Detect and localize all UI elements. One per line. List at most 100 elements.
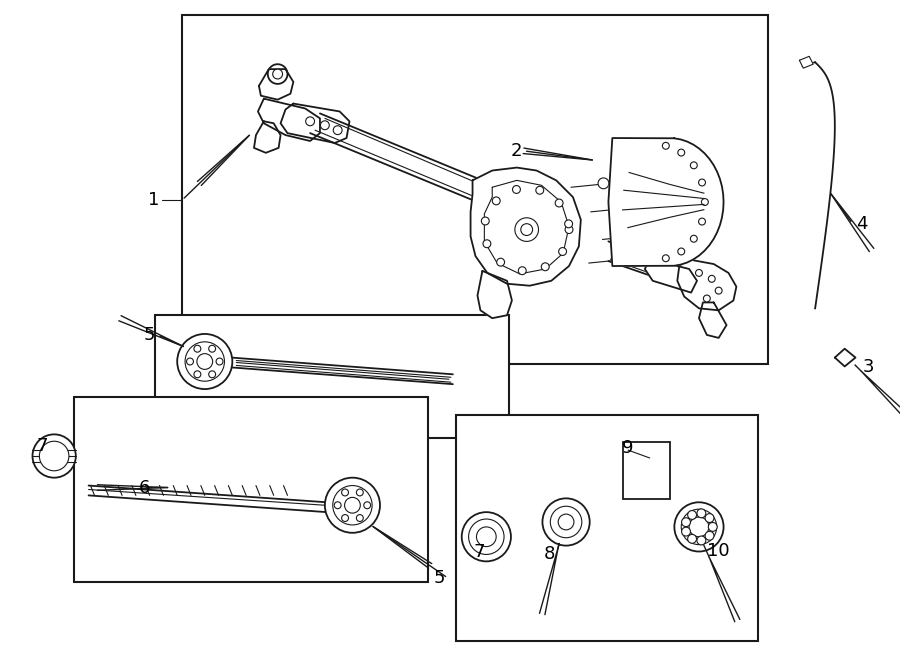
- Circle shape: [688, 510, 697, 520]
- Circle shape: [662, 254, 670, 262]
- Circle shape: [617, 202, 628, 214]
- Circle shape: [678, 248, 685, 255]
- Circle shape: [616, 254, 626, 264]
- Text: 5: 5: [434, 569, 445, 587]
- Circle shape: [698, 179, 706, 186]
- Circle shape: [497, 258, 505, 266]
- Circle shape: [342, 489, 348, 496]
- Text: 8: 8: [544, 545, 555, 563]
- Circle shape: [555, 199, 563, 207]
- Circle shape: [345, 497, 360, 513]
- Circle shape: [306, 117, 314, 126]
- Circle shape: [32, 434, 76, 478]
- Circle shape: [512, 186, 520, 194]
- Circle shape: [690, 162, 698, 169]
- Circle shape: [698, 218, 706, 225]
- Circle shape: [564, 220, 572, 228]
- Circle shape: [708, 522, 717, 531]
- Circle shape: [209, 345, 216, 352]
- Circle shape: [325, 478, 380, 533]
- Circle shape: [364, 502, 371, 509]
- Circle shape: [194, 371, 201, 377]
- Circle shape: [194, 345, 201, 352]
- Circle shape: [681, 527, 690, 536]
- Circle shape: [541, 263, 549, 271]
- Text: 6: 6: [139, 479, 149, 496]
- Circle shape: [690, 235, 698, 242]
- Circle shape: [197, 354, 212, 369]
- Circle shape: [333, 126, 342, 135]
- Circle shape: [558, 514, 574, 530]
- Circle shape: [705, 531, 714, 540]
- Polygon shape: [281, 104, 349, 143]
- Text: 2: 2: [510, 142, 522, 160]
- Polygon shape: [644, 259, 697, 293]
- Circle shape: [550, 506, 581, 538]
- Bar: [623, 442, 670, 499]
- Circle shape: [688, 534, 697, 543]
- Bar: [182, 15, 768, 364]
- Circle shape: [518, 267, 526, 275]
- Circle shape: [268, 64, 287, 84]
- Text: 7: 7: [473, 543, 485, 561]
- Bar: [74, 397, 428, 582]
- Circle shape: [342, 514, 348, 522]
- Circle shape: [705, 514, 714, 522]
- Circle shape: [492, 197, 500, 205]
- Circle shape: [334, 502, 341, 509]
- Bar: [155, 315, 509, 438]
- Circle shape: [40, 442, 69, 471]
- Circle shape: [320, 121, 329, 130]
- Text: 5: 5: [144, 326, 156, 344]
- Circle shape: [543, 498, 590, 545]
- Circle shape: [708, 276, 716, 282]
- Circle shape: [697, 509, 706, 518]
- Circle shape: [704, 295, 710, 302]
- Circle shape: [689, 517, 709, 537]
- Circle shape: [536, 186, 544, 194]
- Circle shape: [356, 489, 364, 496]
- Circle shape: [674, 502, 724, 551]
- Polygon shape: [259, 69, 293, 100]
- Circle shape: [462, 512, 511, 561]
- Circle shape: [515, 217, 538, 241]
- Circle shape: [681, 509, 716, 545]
- Circle shape: [177, 334, 232, 389]
- Polygon shape: [478, 271, 512, 318]
- Circle shape: [565, 225, 573, 233]
- Polygon shape: [678, 259, 736, 310]
- Circle shape: [678, 149, 685, 156]
- Text: 10: 10: [706, 541, 730, 559]
- Circle shape: [697, 536, 706, 545]
- Polygon shape: [799, 56, 814, 68]
- Circle shape: [356, 514, 364, 522]
- Circle shape: [696, 270, 702, 276]
- Text: 9: 9: [622, 439, 634, 457]
- Circle shape: [476, 527, 496, 547]
- Circle shape: [186, 358, 194, 365]
- Circle shape: [681, 518, 690, 527]
- Circle shape: [483, 240, 490, 248]
- Circle shape: [216, 358, 223, 365]
- Text: 3: 3: [862, 358, 874, 376]
- Polygon shape: [254, 122, 281, 153]
- Circle shape: [716, 287, 722, 294]
- Circle shape: [630, 230, 641, 241]
- Circle shape: [185, 342, 224, 381]
- Polygon shape: [471, 168, 580, 286]
- Bar: [455, 414, 758, 641]
- Text: 1: 1: [148, 191, 159, 209]
- Circle shape: [482, 217, 490, 225]
- Circle shape: [333, 486, 372, 525]
- Circle shape: [273, 69, 283, 79]
- Circle shape: [209, 371, 216, 377]
- Polygon shape: [258, 98, 320, 141]
- Polygon shape: [608, 138, 724, 266]
- Polygon shape: [835, 349, 856, 366]
- Circle shape: [701, 198, 708, 206]
- Circle shape: [469, 519, 504, 555]
- Circle shape: [559, 248, 566, 255]
- Circle shape: [521, 223, 533, 235]
- Circle shape: [598, 178, 609, 189]
- Text: 7: 7: [37, 437, 48, 455]
